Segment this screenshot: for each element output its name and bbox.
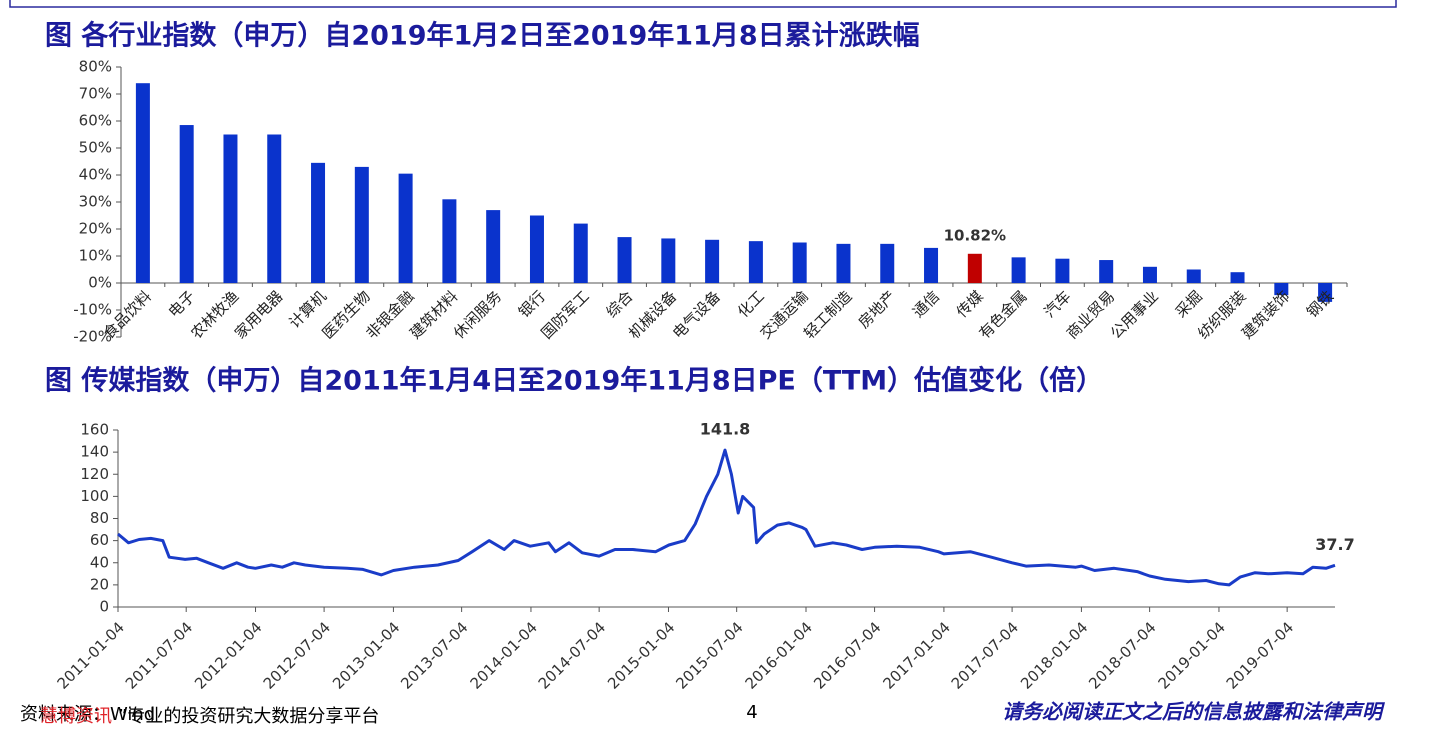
- y-tick-label: 100: [80, 487, 109, 505]
- x-tick-label: 2015-01-04: [604, 618, 678, 692]
- x-tick-label: 化工: [734, 287, 768, 321]
- x-tick-label: 有色金属: [975, 287, 1030, 342]
- x-tick-label: 采掘: [1172, 287, 1206, 321]
- bar: [354, 166, 369, 283]
- y-tick-label: 140: [80, 443, 109, 461]
- x-tick-label: 2018-01-04: [1017, 618, 1091, 692]
- bar: [661, 238, 676, 283]
- y-tick-label: 60%: [79, 112, 112, 130]
- x-tick-label: 2018-07-04: [1085, 618, 1159, 692]
- bar: [880, 243, 895, 283]
- header-box: [9, 0, 1397, 8]
- y-tick-label: 0: [99, 598, 109, 616]
- bar: [1055, 258, 1070, 283]
- bar: [1186, 269, 1201, 283]
- x-tick-label: 2011-01-04: [54, 618, 128, 692]
- x-tick-label: 2019-01-04: [1155, 618, 1229, 692]
- y-tick-label: 0%: [88, 274, 112, 292]
- x-tick-label: 休闲服务: [450, 287, 505, 342]
- x-tick-label: 轻工制造: [800, 287, 855, 342]
- x-tick-label: 银行: [515, 287, 549, 321]
- x-tick-label: 公用事业: [1107, 287, 1162, 342]
- bar: [529, 215, 544, 283]
- x-tick-label: 家用电器: [231, 287, 286, 342]
- bar: [486, 210, 501, 283]
- x-tick-label: 2014-01-04: [467, 618, 541, 692]
- bar: [223, 134, 238, 283]
- bar: [179, 125, 194, 283]
- y-tick-label: 50%: [79, 139, 112, 157]
- y-tick-label: 60: [90, 531, 109, 549]
- bar: [924, 247, 939, 283]
- x-tick-label: 汽车: [1040, 287, 1074, 321]
- bar: [1274, 283, 1289, 296]
- x-tick-label: 2017-01-04: [880, 618, 954, 692]
- x-tick-label: 2012-07-04: [260, 618, 334, 692]
- annotation: 141.8: [700, 420, 751, 439]
- x-tick-label: 2017-07-04: [948, 618, 1022, 692]
- x-tick-label: 2011-07-04: [122, 618, 196, 692]
- x-tick-label: 电子: [165, 287, 199, 321]
- bar: [1011, 257, 1026, 283]
- bar: [705, 239, 720, 283]
- y-tick-label: -20%: [73, 328, 112, 346]
- x-tick-label: 建筑装饰: [1238, 287, 1293, 342]
- y-tick-label: 40: [90, 553, 109, 571]
- x-tick-label: 传媒: [953, 287, 987, 321]
- page-number: 4: [746, 702, 757, 723]
- value-label: 10.82%: [944, 226, 1006, 244]
- y-tick-label: 70%: [79, 85, 112, 103]
- chart-title: 图 传媒指数（申万）自2011年1月4日至2019年11月8日PE（TTM）估值…: [45, 365, 1103, 397]
- bar: [267, 134, 282, 283]
- bar: [573, 223, 588, 283]
- bar: [748, 241, 763, 283]
- watermark-text: ”专业的投资研究大数据分享平台: [118, 706, 379, 727]
- source: 资料来源：Wind: [20, 704, 155, 725]
- bar: [311, 162, 326, 283]
- x-tick-label: 国防军工: [538, 287, 593, 342]
- bar: [1318, 283, 1333, 302]
- x-tick-label: 综合: [603, 287, 637, 321]
- y-tick-label: 30%: [79, 193, 112, 211]
- x-tick-label: 通信: [909, 287, 943, 321]
- y-tick-label: 120: [80, 465, 109, 483]
- disclaimer: 请务必阅读正文之后的信息披露和法律声明: [1002, 700, 1386, 724]
- watermark-brand: 慧博资讯: [40, 706, 112, 727]
- x-tick-label: 房地产: [855, 287, 900, 332]
- line: [117, 448, 1336, 587]
- x-tick-label: 2014-07-04: [535, 618, 609, 692]
- y-tick-label: 10%: [79, 247, 112, 265]
- y-tick-label: 20: [90, 575, 109, 593]
- x-tick-label: 2015-07-04: [672, 618, 746, 692]
- y-tick-label: 20%: [79, 220, 112, 238]
- x-tick-label: 电气设备: [669, 287, 724, 342]
- bar: [398, 173, 413, 283]
- x-tick-label: 2012-01-04: [191, 618, 265, 692]
- bar: [1230, 272, 1245, 283]
- x-tick-label: 2013-07-04: [397, 618, 471, 692]
- x-tick-label: 2013-01-04: [329, 618, 403, 692]
- bar: [1099, 260, 1114, 283]
- annotation: 37.7: [1315, 535, 1354, 554]
- bar: [792, 242, 807, 283]
- bar: [1142, 266, 1157, 283]
- x-tick-label: 2016-01-04: [742, 618, 816, 692]
- y-tick-label: 80%: [79, 58, 112, 76]
- bar: [135, 83, 150, 283]
- bar: [617, 237, 632, 283]
- y-tick-label: 40%: [79, 166, 112, 184]
- x-tick-label: 2019-07-04: [1223, 618, 1297, 692]
- bar: [442, 199, 457, 283]
- y-tick-label: 80: [90, 509, 109, 527]
- y-tick-label: -10%: [73, 301, 112, 319]
- x-tick-label: 2016-07-04: [810, 618, 884, 692]
- y-tick-label: 160: [80, 421, 109, 439]
- chart-title: 图 各行业指数（申万）自2019年1月2日至2019年11月8日累计涨跌幅: [45, 20, 920, 52]
- bar: [836, 243, 851, 283]
- bar: [967, 253, 982, 283]
